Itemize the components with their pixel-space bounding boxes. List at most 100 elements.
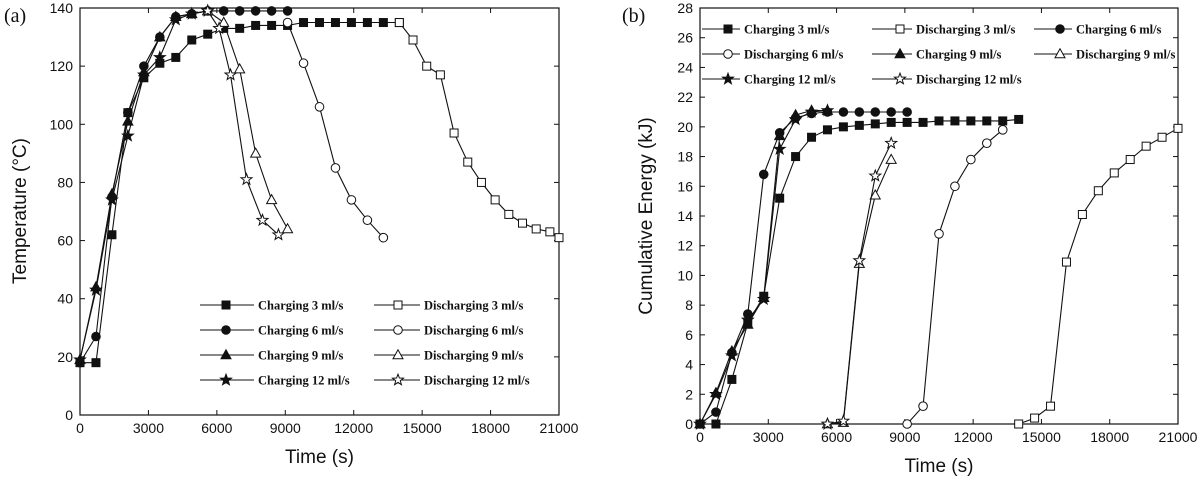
panel-label: (b)	[622, 5, 645, 27]
data-point	[1125, 155, 1135, 165]
data-point	[838, 107, 849, 117]
data-point	[869, 188, 882, 200]
series-line	[1018, 127, 1179, 425]
data-point	[362, 215, 373, 226]
data-point	[330, 163, 341, 173]
legend-marker	[393, 325, 403, 335]
legend-entry: Charging 3 ml/s	[200, 299, 344, 313]
data-point	[804, 104, 819, 118]
series-line	[79, 10, 288, 363]
data-point	[346, 18, 356, 28]
legend-label: Discharging 12 ml/s	[424, 374, 530, 388]
y-tick-label: 40	[57, 291, 73, 307]
data-point	[822, 125, 832, 135]
data-point	[435, 70, 445, 80]
y-tick-label: 16	[677, 178, 693, 194]
data-point	[1093, 186, 1103, 196]
y-tick-label: 26	[677, 30, 693, 46]
legend-label: Charging 6 ml/s	[1076, 23, 1162, 37]
data-point	[1014, 419, 1024, 429]
data-point	[740, 312, 755, 326]
x-tick-label: 3000	[753, 429, 784, 445]
legend-marker	[221, 325, 231, 335]
data-point	[554, 233, 564, 243]
data-point	[203, 29, 213, 39]
data-point	[233, 62, 246, 74]
legend-marker	[391, 372, 405, 386]
x-tick-label: 15000	[403, 420, 442, 436]
series-line	[906, 129, 1004, 425]
data-point	[854, 107, 865, 117]
data-point	[422, 61, 432, 71]
data-point	[187, 35, 197, 45]
y-tick-label: 22	[677, 89, 693, 105]
data-point	[868, 168, 883, 182]
data-point	[693, 416, 707, 430]
data-point	[152, 50, 167, 64]
data-point	[918, 401, 928, 411]
x-tick-label: 0	[76, 420, 84, 436]
data-point	[1077, 210, 1087, 220]
data-point	[852, 253, 867, 267]
legend-entry: Discharging 12 ml/s	[872, 71, 1022, 87]
legend-marker	[893, 71, 907, 85]
data-point	[1173, 123, 1183, 133]
data-point	[884, 135, 899, 150]
series-line	[80, 21, 400, 364]
legend-label: Charging 12 ml/s	[744, 73, 836, 87]
y-tick-label: 140	[50, 0, 74, 16]
data-point	[820, 103, 835, 117]
data-point	[775, 193, 785, 203]
data-point	[773, 129, 786, 141]
legend-entry: Discharging 12 ml/s	[374, 372, 530, 388]
legend-marker	[721, 71, 735, 85]
data-point	[982, 116, 992, 126]
y-tick-label: 0	[65, 407, 73, 423]
data-point	[902, 419, 912, 429]
legend-marker	[1055, 24, 1065, 34]
y-tick-label: 18	[677, 149, 693, 165]
data-point	[918, 117, 928, 127]
data-point	[265, 193, 278, 205]
legend-label: Discharging 9 ml/s	[424, 349, 523, 363]
series-discharging-3-ml-s	[394, 18, 564, 243]
x-tick-label: 21000	[540, 420, 579, 436]
legend-marker	[895, 24, 905, 34]
data-point	[271, 227, 286, 241]
legend-label: Discharging 6 ml/s	[424, 324, 523, 338]
legend-label: Discharging 9 ml/s	[1076, 48, 1175, 62]
data-point	[314, 102, 325, 112]
series-line	[398, 22, 560, 239]
panel-b: 0 3000 6000 9000 12000 15000 18000 210000246810…	[622, 0, 1198, 477]
plot-frame	[79, 7, 560, 416]
data-point	[1109, 168, 1119, 178]
data-point	[184, 6, 199, 20]
x-tick-label: 3000	[133, 420, 164, 436]
legend-marker	[220, 348, 232, 360]
y-tick-label: 10	[677, 267, 693, 283]
legend-label: Charging 9 ml/s	[916, 48, 1002, 62]
series-charging-9-ml-s	[74, 4, 214, 365]
data-point	[1030, 413, 1040, 423]
data-point	[531, 224, 541, 234]
data-point	[122, 115, 134, 126]
data-point	[788, 112, 803, 126]
x-tick-label: 18000	[1090, 429, 1129, 445]
data-point	[902, 117, 912, 127]
legend-entry: Charging 12 ml/s	[200, 372, 350, 388]
data-point	[171, 52, 181, 62]
data-point	[346, 195, 357, 205]
y-tick-label: 24	[677, 59, 693, 75]
x-tick-label: 9000	[270, 420, 301, 436]
y-tick-label: 20	[57, 349, 73, 365]
data-point	[838, 122, 848, 132]
x-tick-label: 6000	[201, 420, 232, 436]
legend-marker	[723, 24, 733, 34]
data-point	[153, 30, 166, 42]
data-point	[490, 195, 500, 205]
data-point	[934, 116, 944, 126]
data-point	[281, 222, 294, 234]
data-point	[299, 18, 309, 28]
series-line	[827, 159, 892, 425]
